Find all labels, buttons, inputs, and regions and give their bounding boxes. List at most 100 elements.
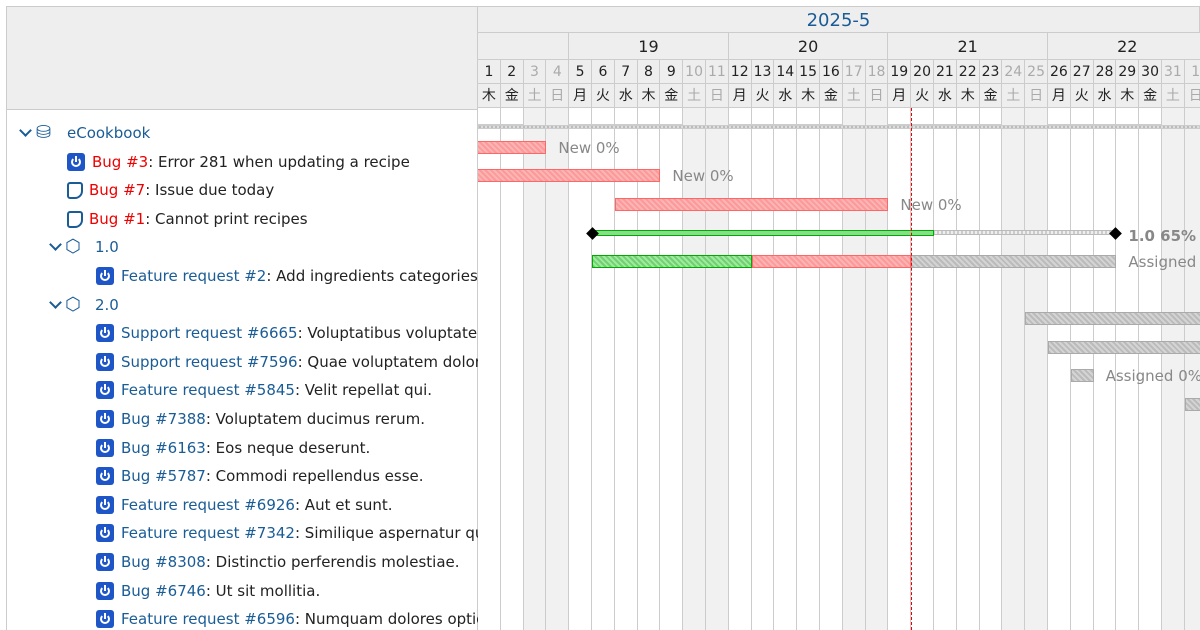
week-header: 20: [728, 33, 889, 60]
issue-bar: [478, 140, 547, 154]
day-column: [1048, 108, 1071, 630]
issue-link[interactable]: Feature request #6596: [121, 610, 295, 629]
day-number: 16: [820, 60, 843, 84]
day-number: 15: [797, 60, 820, 84]
issue-subject: : Voluptatibus voluptate: [297, 324, 478, 343]
note-icon: [67, 182, 83, 200]
issue-bar: [1025, 312, 1200, 326]
day-spacer: [911, 108, 934, 125]
issue-title: Feature request #7342: Similique asperna…: [121, 519, 478, 547]
chevron-down-icon[interactable]: [49, 238, 62, 252]
day-spacer: [637, 108, 661, 125]
week-header: [478, 33, 570, 60]
day-number: 11: [706, 60, 729, 84]
day-column: [888, 108, 912, 630]
day-number: 1: [478, 60, 501, 84]
issue-status-icon: [96, 553, 114, 571]
issue-status-icon: [67, 152, 85, 171]
version-link[interactable]: 1.0: [95, 238, 119, 257]
issue-title: Feature request #5845: Velit repellat qu…: [121, 376, 432, 404]
day-column: [979, 108, 1003, 630]
day-spacer: [1093, 108, 1117, 125]
issue-subject: : Commodi repellendus esse.: [205, 467, 424, 486]
day-column: [706, 108, 729, 630]
issue-link[interactable]: Bug #1: [89, 209, 146, 228]
day-number: 8: [637, 60, 661, 84]
issue-link[interactable]: Bug #6746: [121, 581, 206, 600]
day-number: 22: [956, 60, 980, 84]
day-number: 23: [979, 60, 1003, 84]
weekday-label: 日: [706, 84, 729, 108]
issue-link[interactable]: Bug #7388: [121, 410, 206, 428]
day-spacer: [614, 108, 638, 125]
issue-subject: : Distinctio perferendis molestiae.: [205, 553, 460, 571]
weekday-label: 月: [888, 84, 912, 108]
issue-link[interactable]: Feature request #5845: [121, 381, 295, 400]
day-spacer: [660, 108, 684, 125]
day-spacer: [751, 108, 775, 125]
weekday-label: 木: [637, 84, 661, 108]
issue-subject: : Issue due today: [145, 181, 275, 200]
day-number: 13: [751, 60, 775, 84]
day-spacer: [979, 108, 1003, 125]
weekday-label: 土: [1002, 84, 1026, 108]
issue-subject: : Add ingredients categories: [266, 267, 478, 285]
issue-subject: : Velit repellat qui.: [294, 381, 433, 400]
issue-title: Feature request #6596: Numquam dolores o…: [121, 605, 478, 630]
day-column: [1139, 108, 1162, 630]
issue-status-label: Assigned: [1128, 253, 1197, 271]
project-link[interactable]: eCookbook: [67, 124, 151, 142]
issue-title: Feature request #6926: Aut et sunt.: [121, 491, 393, 519]
weekday-label: 金: [500, 84, 524, 108]
weekday-label: 月: [569, 84, 592, 108]
day-spacer: [500, 108, 524, 125]
day-column: [842, 108, 866, 630]
issue-link[interactable]: Bug #3: [92, 152, 149, 171]
day-number: 30: [1139, 60, 1162, 84]
day-number: 10: [683, 60, 706, 84]
weekday-label: 土: [842, 84, 866, 108]
day-number: 25: [1025, 60, 1048, 84]
weekday-label: 土: [523, 84, 547, 108]
issue-link[interactable]: Bug #5787: [121, 467, 206, 486]
day-spacer: [1070, 108, 1094, 125]
issue-bar: [614, 197, 889, 211]
issue-link[interactable]: Support request #6665: [121, 324, 298, 343]
day-column: [774, 108, 798, 630]
version-link[interactable]: 2.0: [95, 295, 119, 314]
issue-bar: [911, 255, 1117, 268]
issue-link[interactable]: Feature request #7342: [121, 524, 295, 543]
weekday-label: 日: [1025, 84, 1048, 108]
weekday-label: 火: [1070, 84, 1094, 108]
day-column: [934, 108, 957, 630]
day-number: 21: [934, 60, 957, 84]
issue-link[interactable]: Bug #8308: [121, 553, 206, 571]
version-done-bar: [592, 230, 934, 237]
day-spacer: [1048, 108, 1071, 125]
weekday-label: 金: [1139, 84, 1162, 108]
issue-link[interactable]: Bug #6163: [121, 438, 206, 457]
issue-link[interactable]: Bug #7: [89, 181, 146, 200]
issue-bar: [1070, 369, 1094, 383]
chevron-down-icon[interactable]: [49, 295, 62, 309]
issue-link[interactable]: Feature request #6926: [121, 495, 295, 514]
weekday-label: 木: [478, 84, 501, 108]
weekday-label: 火: [751, 84, 775, 108]
issue-status-icon: [96, 467, 114, 486]
day-column: [478, 108, 501, 630]
day-number: 4: [546, 60, 570, 84]
issue-subject: : Error 281 when updating a recipe: [148, 152, 410, 171]
issue-link[interactable]: Support request #7596: [121, 352, 298, 371]
issue-status-icon: [96, 438, 114, 457]
day-number: 12: [728, 60, 752, 84]
issue-status-label: New 0%: [558, 138, 620, 157]
issue-bar: [1048, 340, 1200, 354]
issue-subject: : Voluptatem ducimus rerum.: [205, 410, 425, 428]
issue-link[interactable]: Feature request #2: [121, 267, 267, 285]
subjects-list: ⛁ eCookbook Bug #3: Error 281 when updatin…: [6, 110, 478, 630]
day-number: 17: [842, 60, 866, 84]
day-number: 9: [660, 60, 684, 84]
subjects-header: [6, 6, 478, 110]
day-spacer: [728, 108, 752, 125]
chevron-down-icon[interactable]: [19, 124, 32, 137]
